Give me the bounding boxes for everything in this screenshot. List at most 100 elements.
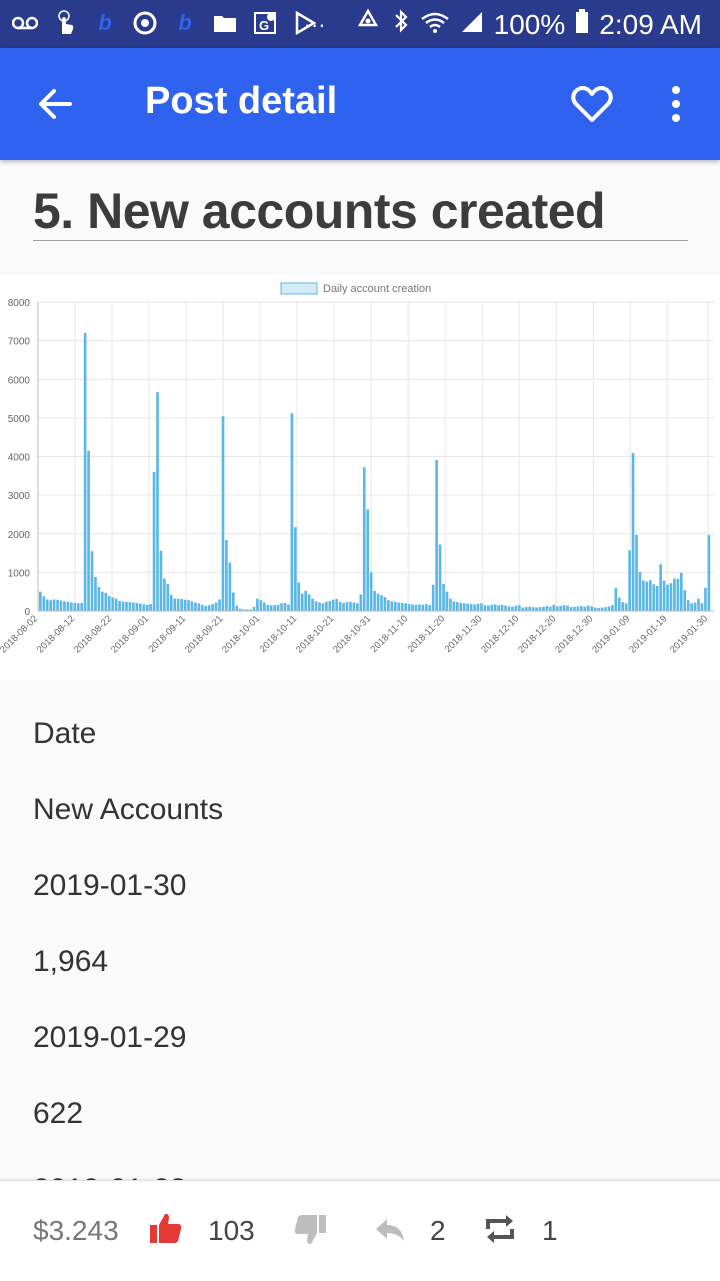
x-tick-label: 2018-09-11 — [147, 613, 189, 655]
chart-bar — [197, 603, 201, 611]
recycle-icon — [354, 8, 382, 41]
chart-bar — [421, 604, 425, 611]
chart-bar — [438, 544, 442, 611]
chart-bar — [483, 605, 487, 611]
chart-bar — [56, 599, 59, 611]
chart-bar — [648, 580, 652, 611]
chart-bar — [187, 600, 190, 611]
more-vert-icon[interactable] — [662, 84, 690, 124]
chart-bar — [149, 604, 152, 611]
x-tick-label: 2018-10-11 — [258, 613, 300, 655]
chart-bar — [600, 607, 604, 611]
chart-bar — [376, 593, 380, 611]
table-cell: 622 — [33, 1097, 84, 1130]
chart-bar — [42, 596, 46, 611]
chart-bar — [573, 606, 576, 611]
chart-bar — [280, 603, 283, 611]
chart-bar — [428, 605, 432, 611]
chart-bar — [290, 413, 294, 611]
back-arrow-icon[interactable] — [36, 84, 76, 124]
chart-bar — [604, 607, 607, 611]
chart-bar — [225, 539, 228, 611]
chart-bar — [90, 551, 94, 611]
chart-bar — [490, 604, 494, 611]
status-bar: b b G ··· 100% 2:09 AM — [0, 0, 720, 48]
chart-bar — [335, 599, 339, 611]
chart-bar — [238, 608, 242, 611]
beeline-icon: b — [178, 10, 192, 35]
table-header-date: Date — [33, 717, 97, 750]
chart-bar — [83, 332, 87, 611]
chart-bar — [342, 602, 345, 611]
chart-bar — [707, 535, 711, 611]
chart-bar — [97, 587, 101, 611]
chart-bar — [552, 604, 556, 611]
chart-bar — [659, 564, 662, 611]
reply-icon[interactable] — [372, 1211, 408, 1247]
chart-bar — [487, 605, 490, 611]
page-title: Post detail — [145, 80, 338, 122]
folder-icon — [212, 10, 238, 36]
bar-chart: 0 1000 2000 3000 4000 5000 6000 7000 8000 2018-08… — [0, 282, 714, 655]
x-tick-label: 2018-12-30 — [553, 613, 595, 655]
reblog-icon[interactable] — [482, 1211, 518, 1247]
chart-bar — [328, 600, 332, 611]
legend-swatch — [280, 282, 318, 295]
upvote-icon[interactable] — [148, 1211, 184, 1247]
chart-bar — [590, 606, 594, 611]
heart-icon[interactable] — [570, 82, 614, 126]
chart-bar — [311, 598, 314, 611]
chart-bar — [638, 571, 642, 611]
chart-bar — [700, 603, 704, 611]
chart-grid — [37, 301, 714, 612]
chart-bar — [366, 509, 370, 611]
chart-bar — [259, 600, 263, 611]
chart-bar — [562, 605, 566, 611]
chart-bar — [449, 598, 452, 611]
chart-bar — [142, 604, 146, 611]
chart-bar — [686, 600, 690, 611]
chart-bar — [666, 584, 669, 611]
chart-bar — [673, 578, 676, 611]
chart-bar — [424, 604, 428, 611]
chart-bar — [173, 598, 177, 611]
chart-bar — [59, 600, 63, 611]
chart-bar — [138, 603, 142, 611]
downvote-icon[interactable] — [292, 1211, 328, 1247]
chart-bar — [152, 471, 156, 611]
play-store-icon — [292, 10, 318, 36]
chart-bar — [231, 592, 235, 611]
chart-bar — [635, 534, 638, 611]
beeline-icon: b — [98, 10, 112, 35]
chart-bar — [607, 606, 611, 611]
chart-bar — [535, 607, 538, 611]
chart-bar — [235, 605, 239, 611]
legend-label: Daily account creation — [323, 283, 431, 295]
data-table: Date New Accounts 2019-01-30 1,964 2019-… — [0, 680, 720, 1180]
chart-bar — [545, 605, 549, 611]
chart-bar — [269, 605, 273, 611]
chart-bar — [107, 595, 111, 611]
chart-bar — [397, 602, 401, 611]
battery-icon — [575, 8, 589, 41]
table-cell: 1,964 — [33, 945, 109, 978]
chart-bar — [242, 609, 245, 611]
chart-bar — [256, 598, 259, 611]
chart-bar — [597, 607, 600, 611]
chart-bar — [73, 602, 77, 611]
maps-icon: G — [252, 10, 278, 36]
chart-bar — [586, 605, 590, 611]
chart-bar — [380, 595, 383, 611]
chart-bar — [693, 602, 697, 611]
chart-bar — [169, 594, 173, 611]
chart-bar — [349, 601, 352, 611]
signal-icon — [460, 9, 484, 41]
chart-bar — [345, 602, 349, 611]
chart-bar — [104, 592, 108, 611]
y-tick-label: 7000 — [8, 337, 31, 348]
chart-card: 0 1000 2000 3000 4000 5000 6000 7000 8000 2018-08… — [0, 275, 720, 680]
clock: 2:09 AM — [599, 8, 702, 40]
x-tick-label: 2018-09-21 — [183, 613, 225, 655]
chart-bar — [362, 467, 366, 611]
chart-bar — [373, 590, 376, 611]
